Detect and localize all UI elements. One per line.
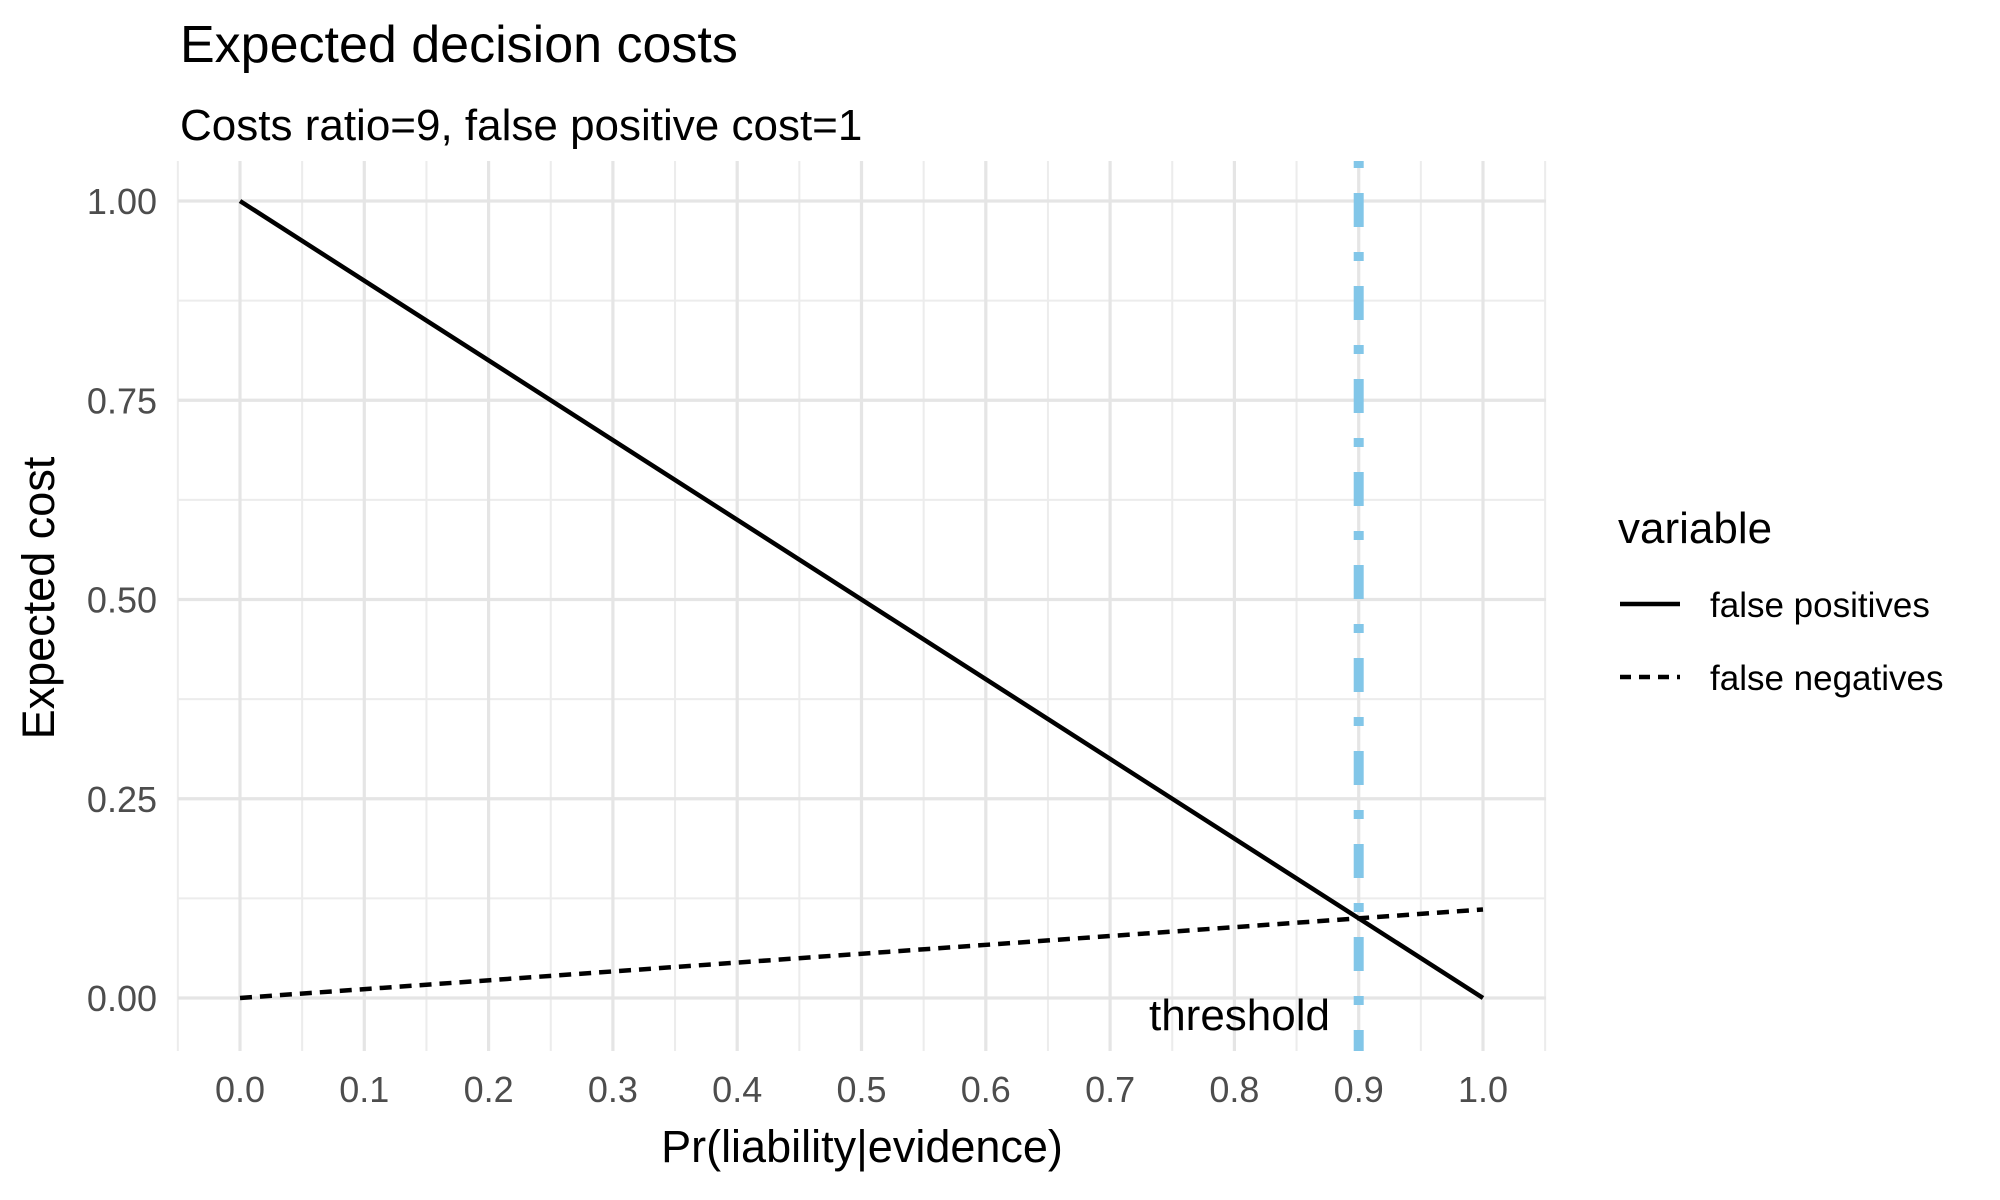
x-axis-title: Pr(liability|evidence) — [661, 1121, 1063, 1172]
series-lines — [238, 199, 1485, 1001]
series-line-false-positives — [238, 199, 1485, 1000]
y-axis-tick-labels: 0.00 0.25 0.50 0.75 1.00 — [87, 181, 157, 1019]
legend-item-label: false positives — [1710, 586, 1930, 625]
x-axis-tick-labels: 0.0 0.1 0.2 0.3 0.4 0.5 0.6 0.7 0.8 0.9 1.0 — [215, 1069, 1508, 1110]
y-tick-label: 0.00 — [87, 978, 157, 1019]
y-tick-label: 0.25 — [87, 779, 157, 820]
x-tick-label: 1.0 — [1458, 1069, 1508, 1110]
x-tick-label: 0.8 — [1209, 1069, 1259, 1110]
y-tick-label: 1.00 — [87, 181, 157, 222]
legend-items: false positives false negatives — [1620, 586, 1943, 698]
x-tick-label: 0.3 — [588, 1069, 638, 1110]
legend: variable false positives false negatives — [1618, 504, 1943, 698]
x-tick-label: 0.9 — [1334, 1069, 1384, 1110]
y-tick-label: 0.50 — [87, 580, 157, 621]
gridlines — [176, 161, 1547, 1051]
chart-subtitle: Costs ratio=9, false positive cost=1 — [180, 101, 862, 150]
threshold-label: threshold — [1149, 991, 1330, 1040]
y-tick-label: 0.75 — [87, 380, 157, 421]
x-tick-label: 0.4 — [712, 1069, 762, 1110]
x-tick-label: 0.2 — [464, 1069, 514, 1110]
x-tick-label: 0.5 — [836, 1069, 886, 1110]
legend-title: variable — [1618, 504, 1772, 553]
x-tick-label: 0.7 — [1085, 1069, 1135, 1110]
series-line-false-negatives — [239, 907, 1484, 1001]
chart-title: Expected decision costs — [180, 16, 738, 74]
y-axis-title: Expected cost — [13, 456, 64, 739]
x-tick-label: 0.6 — [961, 1069, 1011, 1110]
legend-item-label: false negatives — [1710, 659, 1943, 698]
x-tick-label: 0.0 — [215, 1069, 265, 1110]
x-tick-label: 0.1 — [339, 1069, 389, 1110]
